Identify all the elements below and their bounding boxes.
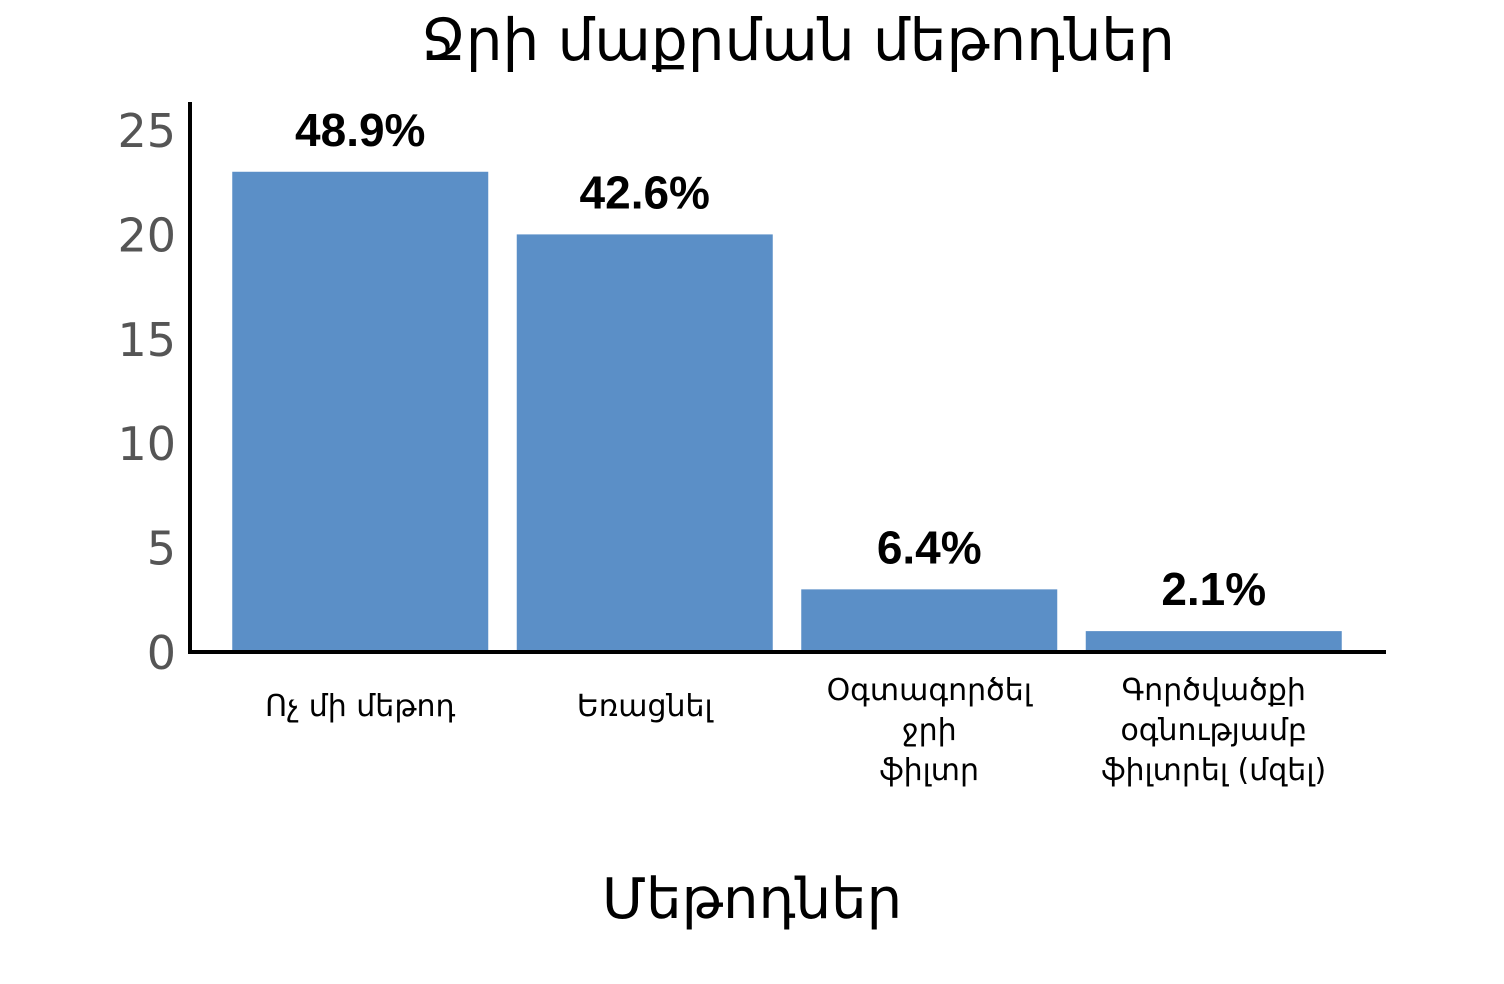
y-tick-label-5: 25: [117, 104, 176, 158]
x-tick-label-2-line-0: Օգտագործել: [827, 673, 1034, 708]
x-tick-label-2-line-1: ջրի: [902, 713, 957, 748]
y-tick-label-0: 0: [147, 626, 176, 680]
x-axis-label: Մեթոդներ: [602, 867, 902, 932]
data-label-3: 2.1%: [1161, 563, 1266, 615]
chart-title: Ջրի մաքրման մեթոդներ: [421, 6, 1175, 74]
x-axis-ticks: Ոչ մի մեթոդ Եռացնել Օգտագործել ջրի ֆիլտր Գործ…: [265, 673, 1326, 788]
data-labels-layer: 48.9% 42.6% 6.4% 2.1%: [295, 104, 1266, 615]
x-tick-label-0-line-0: Ոչ մի մեթոդ: [265, 689, 455, 724]
bar-1: [516, 234, 773, 652]
y-tick-label-1: 5: [147, 522, 176, 576]
bar-0: [232, 171, 489, 652]
data-label-0: 48.9%: [295, 104, 425, 156]
data-label-1: 42.6%: [580, 166, 710, 218]
bar-3: [1085, 631, 1342, 652]
x-tick-label-3-line-2: ֆիլտրել (մզել): [1101, 753, 1326, 788]
x-tick-label-3-line-0: Գործվածքի: [1122, 673, 1306, 708]
x-tick-label-3-line-1: օգնությամբ: [1120, 713, 1307, 748]
x-tick-label-1-line-0: Եռացնել: [577, 689, 715, 724]
y-tick-label-3: 15: [117, 313, 176, 367]
data-label-2: 6.4%: [877, 521, 982, 573]
y-tick-label-2: 10: [117, 417, 176, 471]
y-tick-label-4: 20: [117, 208, 176, 262]
x-tick-label-2-line-2: ֆիլտր: [879, 753, 979, 788]
y-axis-ticks: 0 5 10 15 20 25: [117, 104, 176, 680]
bars-layer: [232, 171, 1342, 652]
bar-2: [801, 589, 1058, 652]
